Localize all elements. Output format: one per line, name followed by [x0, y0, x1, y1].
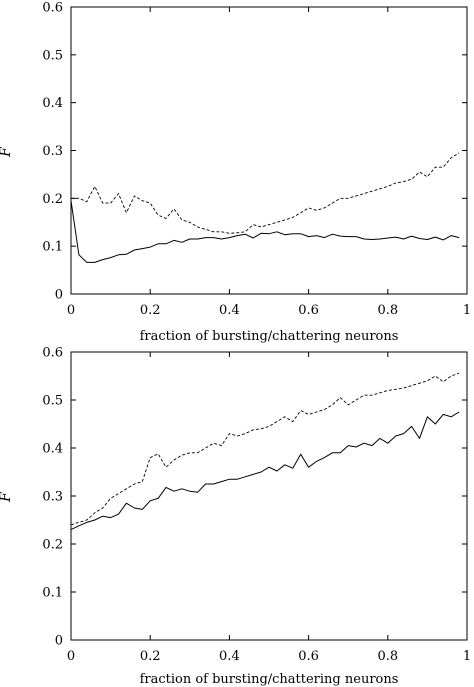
x-tick-label: 1 — [463, 303, 471, 318]
x-axis-label: fraction of bursting/chattering neurons — [140, 329, 399, 344]
x-tick-label: 0.2 — [140, 303, 161, 318]
x-tick-label: 0.2 — [140, 649, 161, 664]
x-tick-label: 0.8 — [377, 303, 398, 318]
x-tick-label: 1 — [463, 649, 471, 664]
y-tick-label: 0.1 — [42, 586, 63, 601]
x-tick-label: 0 — [67, 649, 75, 664]
y-tick-label: 0.4 — [42, 96, 63, 111]
x-tick-label: 0.6 — [298, 649, 319, 664]
y-tick-label: 0.6 — [42, 1, 63, 16]
plot-frame — [70, 6, 468, 295]
y-axis-label: F — [0, 491, 14, 503]
series-line-solid — [70, 200, 460, 263]
y-tick-label: 0.6 — [42, 346, 63, 361]
y-tick-label: 0.3 — [42, 490, 63, 505]
series-line-solid — [70, 411, 460, 531]
chart-panel-1: 0 0.1 0.2 0.3 0.4 0.5 0.6 0 0.2 0.4 0.6 0.8 1 fractio… — [0, 1, 471, 345]
x-tick-label: 0 — [67, 303, 75, 318]
y-axis-label: F — [0, 146, 14, 158]
x-tick-label: 0.4 — [219, 303, 240, 318]
chart-panel-2: 0 0.1 0.2 0.3 0.4 0.5 0.6 0 0.2 0.4 0.6 0.8 1 fractio… — [0, 346, 471, 687]
y-tick-label: 0.5 — [42, 394, 63, 409]
y-tick-label: 0.2 — [42, 538, 63, 553]
y-tick-label: 0.1 — [42, 240, 63, 255]
y-tick-label: 0.4 — [42, 442, 63, 457]
x-tick-label: 0.8 — [377, 649, 398, 664]
x-tick-label: 0.4 — [219, 649, 240, 664]
y-tick-label: 0.2 — [42, 192, 63, 207]
y-tick-label: 0.3 — [42, 144, 63, 159]
x-axis-label: fraction of bursting/chattering neurons — [140, 672, 399, 687]
y-tick-label: 0 — [55, 288, 63, 303]
x-tick-label: 0.6 — [298, 303, 319, 318]
plot-frame — [70, 351, 468, 641]
y-tick-label: 0.5 — [42, 48, 63, 63]
y-tick-label: 0 — [55, 634, 63, 649]
series-line-dashed — [71, 152, 460, 234]
series-line-dashed — [70, 372, 460, 526]
